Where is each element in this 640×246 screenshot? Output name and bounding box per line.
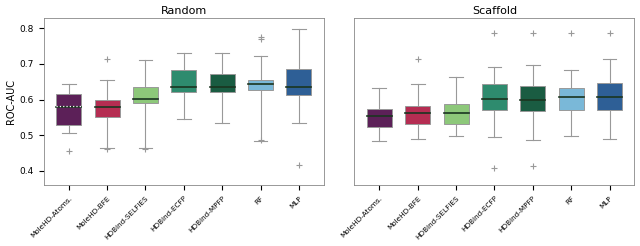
Title: Random: Random — [161, 6, 207, 15]
Bar — [248, 80, 273, 90]
Bar — [482, 84, 507, 109]
Bar — [95, 100, 120, 117]
Title: Scaffold: Scaffold — [472, 6, 517, 15]
Bar — [405, 106, 430, 124]
Bar — [172, 70, 196, 92]
Bar — [444, 104, 468, 124]
Y-axis label: ROC-AUC: ROC-AUC — [6, 79, 15, 124]
Bar — [597, 82, 622, 109]
Bar — [133, 87, 158, 103]
Bar — [559, 88, 584, 109]
Bar — [287, 69, 312, 95]
Bar — [56, 94, 81, 124]
Bar — [367, 109, 392, 127]
Bar — [520, 86, 545, 111]
Bar — [210, 74, 235, 92]
